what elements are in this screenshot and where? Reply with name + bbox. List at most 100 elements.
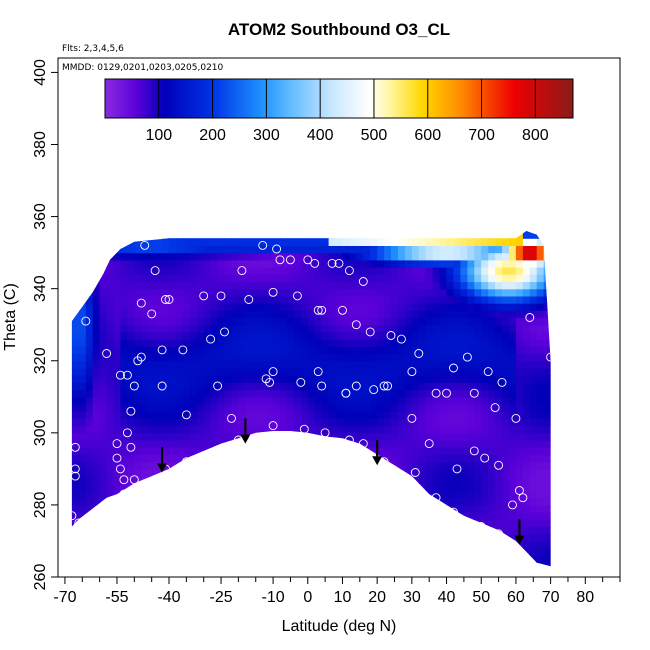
field-cell [307,404,316,412]
field-cell [273,396,281,405]
field-cell [259,425,267,434]
field-cell [169,331,177,340]
field-cell [488,252,496,261]
field-cell [231,274,239,283]
field-cell [495,252,503,261]
field-cell [453,274,461,283]
field-cell [99,274,108,283]
field-cell [453,490,461,499]
field-cell [335,396,343,405]
field-cell [99,303,108,311]
field-cell [439,245,448,254]
field-cell [439,497,448,506]
field-cell [266,411,274,419]
field-cell [425,440,434,448]
field-cell [293,238,302,246]
field-cell [106,267,115,275]
field-cell [321,331,330,340]
field-cell [224,310,232,319]
field-cell [280,331,288,340]
field-cell [141,346,149,355]
field-cell [293,267,302,275]
observation-point [102,349,112,358]
field-cell [203,418,212,427]
field-cell [127,281,135,290]
field-cell [217,274,226,283]
field-cell [522,353,531,362]
field-cell [515,447,524,456]
field-cell [363,281,371,290]
field-cell [529,259,538,268]
field-cell [113,310,121,319]
field-cell [467,324,475,333]
field-cell [502,389,510,398]
field-cell [342,274,350,283]
field-cell [502,411,510,419]
field-cell [148,353,156,362]
field-cell [411,468,420,477]
field-cell [141,317,149,326]
field-cell [335,259,343,268]
x-tick-label: -25 [209,589,232,606]
field-cell [439,389,448,398]
field-cell [273,382,281,391]
field-cell [224,396,232,405]
observation-point [396,334,406,344]
field-cell [522,418,531,427]
field-cell [120,317,128,326]
field-cell [425,274,434,283]
field-cell [217,425,226,434]
field-cell [182,368,191,376]
field-cell [543,303,551,311]
field-cell [432,238,441,246]
field-cell [99,339,108,347]
field-cell [446,339,454,347]
field-cell [391,440,399,448]
field-cell [196,411,205,419]
field-cell [446,483,454,492]
field-cell [529,461,538,470]
field-cell [314,360,323,369]
field-cell [370,288,378,297]
field-cell [453,245,461,254]
field-cell [293,389,302,398]
field-cell [307,418,316,427]
field-cell [328,396,337,405]
field-cell [356,396,364,405]
field-cell [439,454,448,463]
field-cell [342,245,350,254]
field-cell [293,368,302,376]
field-cell [432,418,441,427]
field-cell [196,331,205,340]
observation-point [424,439,434,449]
field-cell [536,404,545,412]
field-cell [280,252,288,261]
field-cell [411,418,420,427]
field-cell [280,425,288,434]
field-cell [169,404,177,412]
field-cell [474,512,482,520]
field-cell [203,331,212,340]
field-cell [182,288,191,297]
field-cell [529,476,538,484]
field-cell [536,411,545,419]
field-cell [515,404,524,412]
field-cell [488,425,496,434]
field-cell [280,259,288,268]
field-cell [370,252,378,261]
field-cell [169,245,177,254]
field-cell [398,461,406,470]
field-cell [141,274,149,283]
field-cell [300,339,309,347]
field-cell [162,411,170,419]
observation-point [338,305,347,315]
field-cell [495,259,503,268]
field-cell [488,454,496,463]
field-cell [460,404,468,412]
field-cell [280,274,288,283]
field-cell [307,274,316,283]
field-cell [550,375,551,383]
field-cell [536,389,545,398]
field-cell [418,295,427,304]
field-cell [259,339,267,347]
